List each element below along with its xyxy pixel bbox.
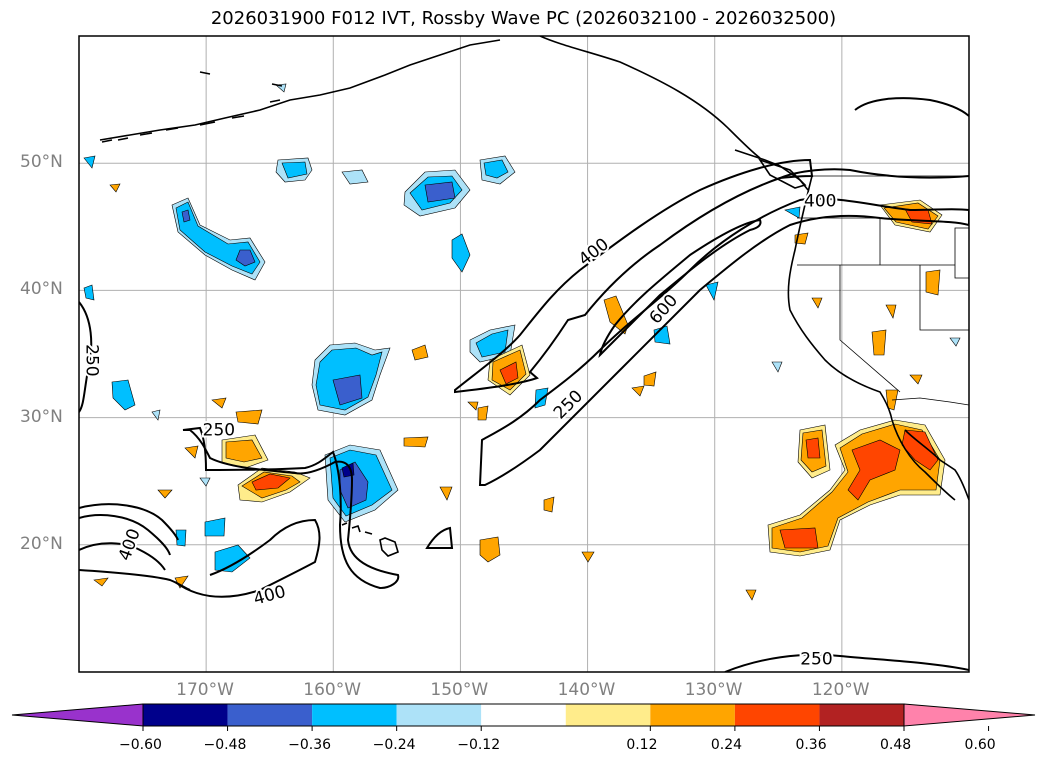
map-plot-area bbox=[79, 36, 969, 672]
colorbar-tick-label: −0.60 bbox=[119, 737, 162, 753]
negative-anomaly-patch bbox=[83, 284, 95, 301]
negative-anomaly-patch bbox=[784, 206, 801, 219]
negative-anomaly-patch bbox=[341, 169, 369, 185]
us-west-coast bbox=[787, 175, 893, 421]
longitude-label: 160°W bbox=[303, 680, 362, 700]
colorbar-swatch bbox=[481, 704, 566, 726]
ivt-contour-label: 250 bbox=[203, 420, 235, 440]
vancouver-island bbox=[758, 158, 807, 189]
longitude-label: 120°W bbox=[811, 680, 870, 700]
colorbar-extend-high bbox=[903, 703, 1036, 727]
ivt-contour-600 bbox=[598, 218, 762, 359]
ivt-contour-400 bbox=[779, 168, 969, 179]
ivt-contour-label: 400 bbox=[804, 191, 836, 211]
colorbar-tick-label: −0.48 bbox=[203, 737, 247, 753]
colorbar-swatch bbox=[227, 704, 313, 726]
colorbar-tick-label: −0.24 bbox=[372, 737, 416, 753]
colorbar-extend-low bbox=[11, 703, 144, 727]
coastlines bbox=[99, 36, 969, 557]
negative-anomaly-patch bbox=[214, 544, 251, 573]
colorbar-swatch bbox=[734, 704, 820, 726]
state-borders bbox=[797, 217, 969, 393]
negative-anomaly-patch bbox=[332, 374, 363, 406]
colorbar-swatch bbox=[143, 704, 228, 726]
colorbar-tick-label: 0.12 bbox=[626, 737, 658, 753]
colorbar-tick-label: 0.48 bbox=[880, 737, 912, 753]
latitude-label: 40°N bbox=[20, 279, 63, 300]
positive-anomaly-regions bbox=[93, 183, 946, 601]
negative-anomaly-patch bbox=[151, 83, 961, 487]
us-mexico-border bbox=[891, 397, 969, 406]
negative-anomaly-patch bbox=[204, 517, 226, 537]
colorbar-tick-label: −0.36 bbox=[288, 737, 332, 753]
negative-anomaly-patch bbox=[424, 181, 456, 203]
positive-anomaly-patch bbox=[411, 344, 657, 397]
positive-anomaly-patch bbox=[235, 409, 263, 425]
positive-anomaly-patch bbox=[225, 439, 263, 463]
page-title: 2026031900 F012 IVT, Rossby Wave PC (202… bbox=[210, 8, 837, 29]
colorbar-tick-label: 0.60 bbox=[964, 737, 996, 753]
positive-anomaly-patch bbox=[805, 437, 821, 459]
negative-anomaly-patch bbox=[483, 159, 509, 179]
negative-anomaly-patch bbox=[181, 209, 256, 267]
ivt-contour-250 bbox=[425, 526, 454, 549]
ivt-contour-400 bbox=[79, 542, 166, 571]
positive-anomaly-patch bbox=[403, 436, 429, 448]
negative-anomaly-patch bbox=[475, 329, 509, 358]
longitude-label: 150°W bbox=[430, 680, 489, 700]
colorbar-swatch bbox=[396, 704, 482, 726]
negative-anomaly-patch bbox=[111, 379, 136, 411]
map-frame bbox=[78, 35, 970, 673]
latitude-label: 50°N bbox=[20, 152, 63, 173]
longitude-label: 170°W bbox=[176, 680, 234, 700]
colorbar bbox=[11, 703, 1036, 731]
ivt-contour-400 bbox=[79, 514, 171, 556]
aleutian-islands bbox=[101, 71, 283, 143]
colorbar-outline bbox=[142, 703, 905, 727]
negative-anomaly-patch bbox=[83, 155, 96, 169]
positive-anomaly-patch bbox=[479, 536, 501, 563]
negative-anomaly-patch bbox=[175, 529, 187, 547]
southeast-alaska-coast bbox=[539, 36, 761, 159]
ivt-contour-400 bbox=[174, 518, 321, 598]
latitude-label: 20°N bbox=[20, 533, 63, 554]
colorbar-tick-label: 0.24 bbox=[710, 737, 743, 753]
political-borders bbox=[797, 175, 969, 406]
colorbar-swatch bbox=[312, 704, 397, 726]
colorbar-swatch bbox=[565, 704, 651, 726]
colorbar-tick-label: 0.36 bbox=[795, 737, 827, 753]
ivt-contour-label: 250 bbox=[82, 344, 102, 376]
negative-anomaly-patch bbox=[451, 233, 471, 273]
latitude-label: 30°N bbox=[20, 406, 63, 427]
colorbar-tick-label: −0.12 bbox=[457, 737, 501, 753]
positive-anomaly-patch bbox=[439, 401, 555, 513]
colorbar-swatch bbox=[819, 704, 904, 726]
ivt-contour-label: 250 bbox=[800, 649, 832, 669]
negative-anomaly-patch bbox=[705, 281, 719, 301]
ivt-contour-250 bbox=[182, 426, 400, 590]
ivt-contour-250 bbox=[724, 653, 969, 672]
positive-anomaly-patch bbox=[251, 473, 291, 491]
negative-anomaly-patch bbox=[281, 161, 308, 179]
ivt-contour-250 bbox=[79, 503, 179, 541]
positive-anomaly-patch bbox=[499, 361, 519, 385]
colorbar-swatch bbox=[650, 704, 735, 726]
baja-peninsula bbox=[891, 419, 969, 501]
ivt-contour-250 bbox=[79, 301, 93, 413]
longitude-label: 130°W bbox=[684, 680, 743, 700]
alaska-peninsula-coast bbox=[99, 39, 501, 141]
longitude-label: 140°W bbox=[557, 680, 616, 700]
ivt-contour-400 bbox=[854, 97, 969, 117]
positive-anomaly-patch bbox=[581, 232, 941, 601]
hawaiian-islands bbox=[341, 522, 399, 557]
positive-anomaly-patch bbox=[93, 183, 227, 589]
negative-anomaly-regions bbox=[83, 83, 961, 573]
